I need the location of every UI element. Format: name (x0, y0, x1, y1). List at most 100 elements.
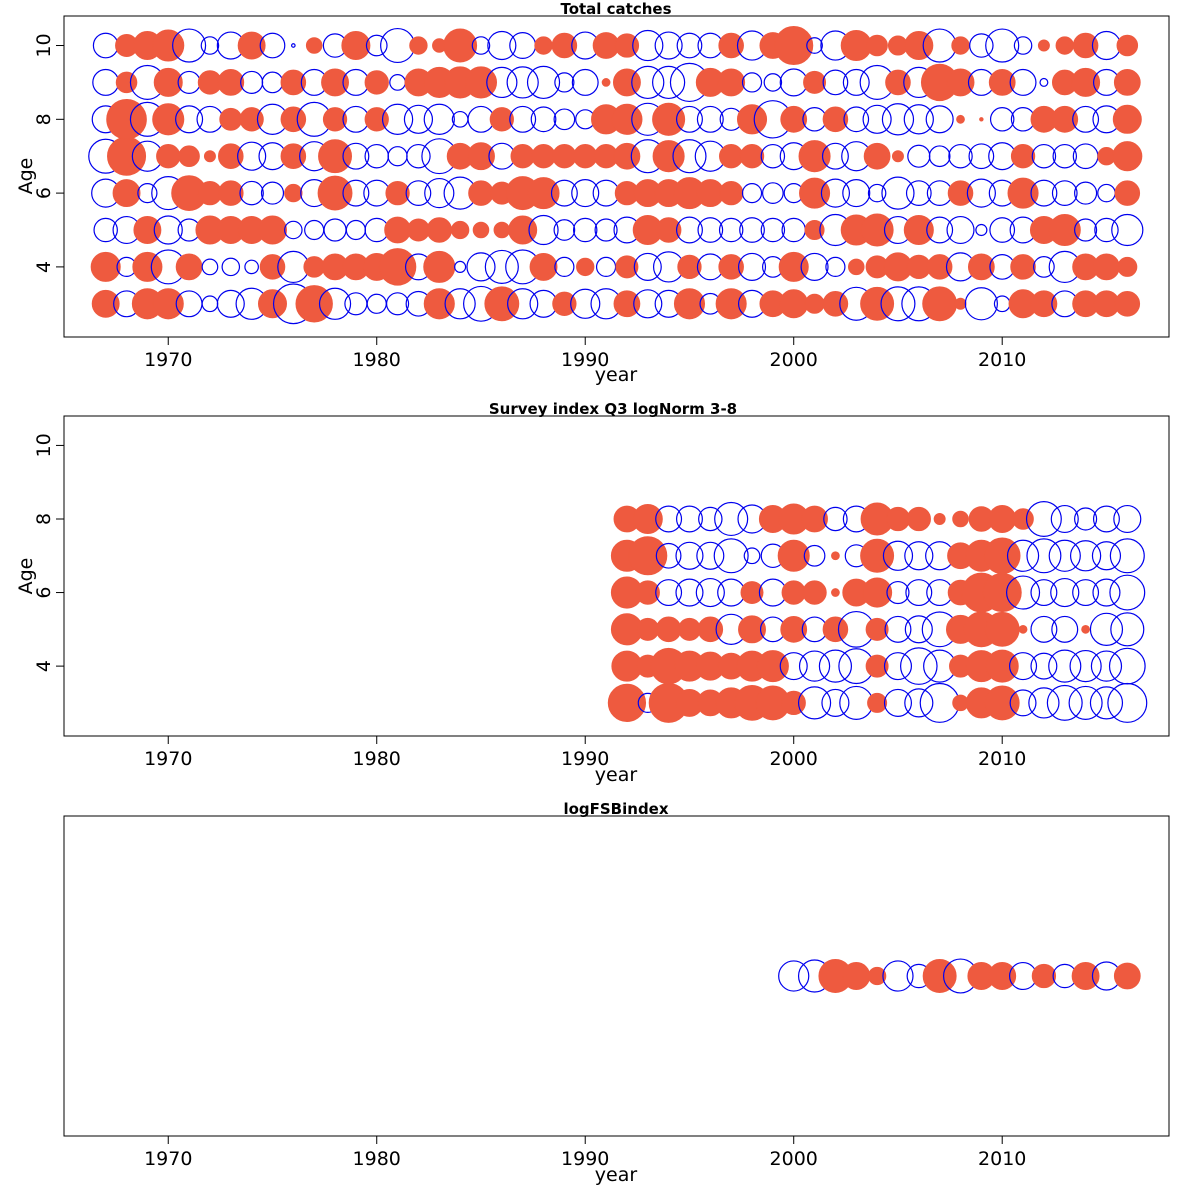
positive-residual-bubble (774, 25, 814, 66)
negative-residual-bubble (862, 104, 892, 134)
positive-residual-bubble (1114, 180, 1141, 206)
positive-residual-bubble (860, 286, 895, 321)
negative-residual-bubble (284, 220, 303, 240)
positive-residual-bubble (804, 293, 825, 314)
negative-residual-bubble (903, 104, 934, 135)
positive-residual-bubble (493, 221, 511, 239)
x-tick-label: 1990 (561, 1148, 609, 1170)
negative-residual-bubble (571, 68, 599, 96)
positive-residual-bubble (303, 256, 325, 278)
negative-residual-bubble (905, 180, 932, 206)
negative-residual-bubble (741, 182, 763, 204)
positive-residual-bubble (740, 581, 764, 605)
positive-residual-bubble (652, 140, 685, 173)
negative-residual-bubble (1074, 507, 1098, 531)
negative-residual-bubble (1030, 615, 1058, 643)
positive-residual-bubble (860, 213, 894, 247)
positive-residual-bubble (217, 69, 245, 96)
positive-residual-bubble (1048, 213, 1081, 247)
positive-residual-bubble (738, 615, 766, 644)
negative-residual-bubble (1069, 649, 1102, 683)
positive-residual-bubble (295, 285, 333, 323)
positive-residual-bubble (831, 588, 840, 597)
negative-residual-bubble (675, 216, 703, 244)
negative-residual-bubble (989, 217, 1016, 243)
negative-residual-bubble (1091, 541, 1122, 571)
negative-residual-bubble (201, 258, 219, 276)
positive-residual-bubble (952, 510, 969, 528)
positive-residual-bubble (739, 144, 765, 169)
positive-residual-bubble (576, 257, 595, 277)
positive-residual-bubble (677, 254, 702, 280)
positive-residual-bubble (802, 580, 827, 605)
negative-residual-bubble (779, 652, 808, 681)
negative-residual-bubble (763, 73, 783, 92)
negative-residual-bubble (1050, 504, 1079, 534)
positive-residual-bubble (778, 251, 809, 282)
positive-residual-bubble (152, 288, 184, 320)
x-axis-ticks: 1970 1980 1990 2000 2010 (144, 1136, 1026, 1170)
positive-residual-bubble (613, 290, 641, 318)
positive-residual-bubble (90, 251, 121, 282)
positive-residual-bubble (152, 29, 185, 62)
negative-residual-bubble (1068, 685, 1103, 720)
negative-residual-bubble (424, 177, 455, 209)
negative-residual-bubble (259, 32, 286, 59)
negative-residual-bubble (1009, 652, 1038, 681)
positive-residual-bubble (715, 288, 747, 320)
positive-residual-bubble (1081, 624, 1090, 634)
positive-residual-bubble (257, 215, 287, 245)
positive-residual-bubble (612, 68, 641, 97)
negative-residual-bubble (652, 65, 686, 100)
positive-residual-bubble (552, 291, 577, 316)
negative-residual-bubble (1048, 539, 1081, 572)
negative-residual-bubble (406, 143, 431, 169)
x-tick-label: 2000 (770, 1148, 818, 1170)
positive-residual-bubble (305, 37, 323, 54)
panel-title: Total catches (560, 0, 671, 18)
positive-residual-bubble (822, 291, 849, 317)
positive-residual-bubble (632, 503, 663, 535)
negative-residual-bubble (883, 688, 913, 717)
negative-residual-bubble (1111, 213, 1144, 247)
positive-residual-bubble (804, 219, 825, 241)
positive-residual-bubble (1010, 144, 1036, 169)
positive-residual-bubble (341, 31, 371, 61)
positive-residual-bubble (867, 692, 888, 713)
positive-residual-bubble (756, 650, 789, 683)
negative-residual-bubble (883, 652, 913, 681)
positive-residual-bubble (1071, 962, 1100, 990)
negative-residual-bubble (487, 30, 517, 61)
negative-residual-bubble (743, 547, 761, 565)
negative-residual-bubble (969, 33, 994, 58)
negative-residual-bubble (886, 580, 910, 605)
negative-residual-bubble (342, 142, 370, 170)
negative-residual-bubble (714, 501, 749, 537)
positive-residual-bubble (527, 177, 560, 210)
negative-residual-bubble (806, 37, 823, 54)
positive-residual-bubble (842, 962, 871, 990)
y-axis-ticks: 4 6 8 10 (33, 33, 64, 273)
positive-residual-bubble (922, 286, 958, 322)
bubble-layer (88, 25, 1144, 325)
x-tick-label: 1980 (353, 1148, 401, 1170)
negative-residual-bubble (655, 542, 682, 569)
positive-residual-bubble (468, 180, 494, 206)
negative-residual-bubble (713, 538, 749, 574)
positive-residual-bubble (1051, 105, 1079, 133)
positive-residual-bubble (115, 71, 138, 94)
positive-residual-bubble (284, 183, 303, 203)
x-tick-label: 2010 (978, 349, 1026, 371)
negative-residual-bubble (632, 29, 664, 62)
negative-residual-bubble (800, 252, 829, 281)
positive-residual-bubble (450, 220, 470, 240)
negative-residual-bubble (454, 260, 467, 273)
positive-residual-bubble (239, 107, 264, 132)
negative-residual-bubble (153, 215, 183, 245)
positive-residual-bubble (988, 505, 1017, 533)
positive-residual-bubble (529, 252, 558, 281)
negative-residual-bubble (741, 72, 763, 93)
negative-residual-bubble (423, 103, 455, 135)
negative-residual-bubble (1050, 577, 1080, 608)
negative-residual-bubble (633, 289, 663, 319)
